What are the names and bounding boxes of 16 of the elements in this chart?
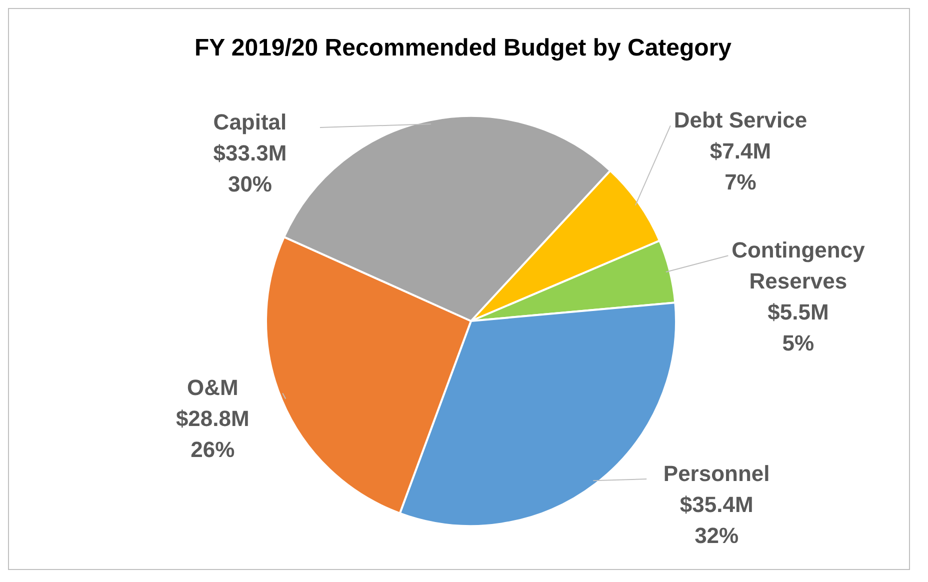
text: 7% [724, 170, 756, 195]
text: 32% [694, 523, 739, 548]
data-label: $28.8M [176, 406, 250, 432]
slice-label: O&M [186, 375, 238, 400]
data-label: $7.4M [710, 138, 772, 164]
data-label: $35.4M [680, 492, 754, 518]
text: 26% [190, 437, 235, 462]
text: 30% [228, 172, 272, 197]
chart-title: FY 2019/20 Recommended Budget by Category [194, 34, 732, 62]
slice-label: Personnel [663, 461, 770, 486]
data-label: $33.3M [213, 140, 287, 166]
slice-label: Debt Service [674, 108, 808, 133]
slice-label: Contingency Reserves [732, 238, 866, 294]
text: 5% [782, 330, 814, 356]
data-label: $5.5M [768, 300, 829, 325]
slice-label: Capital [213, 110, 287, 135]
